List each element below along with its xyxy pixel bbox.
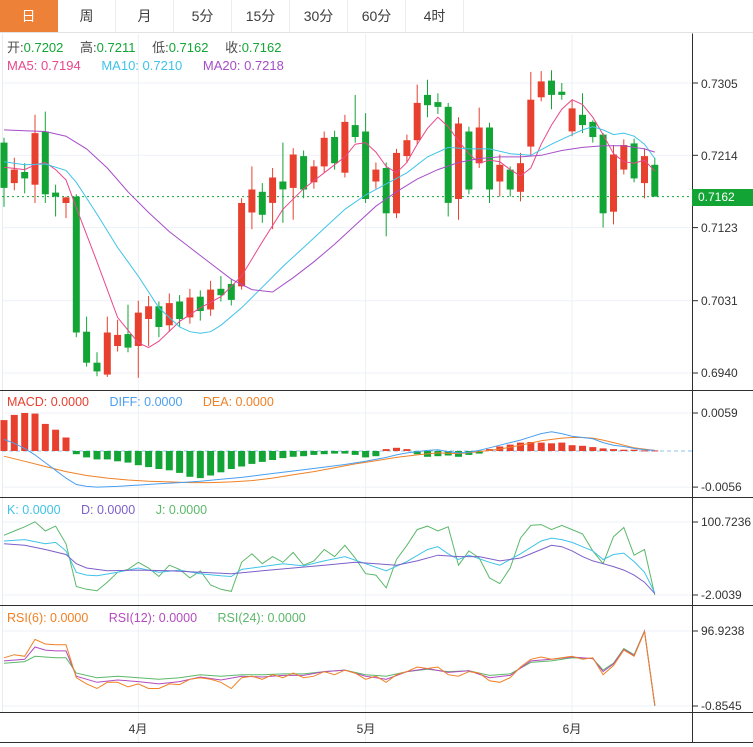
main-axis-tick-4: 0.6940 <box>701 366 738 380</box>
axes <box>0 33 753 743</box>
rsi24-value: RSI(24): 0.0000 <box>217 611 306 625</box>
diff-value: DIFF: 0.0000 <box>109 395 183 409</box>
rsi12-value: RSI(12): 0.0000 <box>108 611 198 625</box>
tab-day[interactable]: 日 <box>0 0 58 32</box>
low-value: 0.7162 <box>168 40 209 55</box>
gridlines <box>2 33 692 742</box>
x-axis-month-june: 6月 <box>562 722 582 736</box>
close-value: 0.7162 <box>241 40 282 55</box>
main-axis-tick-2: 0.7123 <box>701 221 738 235</box>
rsi6-line <box>3 629 656 706</box>
macd-axis-tick-0: 0.0059 <box>701 406 738 420</box>
ohlc-readout: 开:0.7202 高:0.7211 低:0.7162 收:0.7162 <box>7 40 294 56</box>
timeframe-tabbar: 日 周 月 5分 15分 30分 60分 4时 <box>0 0 753 33</box>
diff-line <box>3 431 655 488</box>
tab-week[interactable]: 周 <box>58 0 116 32</box>
ma20-value: MA20: 0.7218 <box>202 58 284 73</box>
main-axis-tick-1: 0.7214 <box>701 149 738 163</box>
kdj-axis-tick-1: -2.0039 <box>701 588 742 602</box>
dea-value: DEA: 0.0000 <box>202 395 274 409</box>
tab-5min[interactable]: 5分 <box>174 0 232 32</box>
ma10-line <box>3 126 656 334</box>
high-label: 高: <box>80 40 97 55</box>
open-label: 开: <box>7 40 24 55</box>
x-axis-month-may: 5月 <box>356 722 376 736</box>
j-value: J: 0.0000 <box>155 503 208 517</box>
open-value: 0.7202 <box>23 40 64 55</box>
current-price-badge: 0.7162 <box>692 189 753 206</box>
d-line <box>3 543 656 594</box>
rsi-readout: RSI(6): 0.0000 RSI(12): 0.0000 RSI(24): … <box>7 610 323 626</box>
j-line <box>3 521 656 596</box>
high-value: 0.7211 <box>96 40 136 55</box>
rsi6-value: RSI(6): 0.0000 <box>7 611 89 625</box>
close-label: 收: <box>225 40 242 55</box>
macd-histogram <box>0 413 659 479</box>
macd-readout: MACD: 0.0000 DIFF: 0.0000 DEA: 0.0000 <box>7 394 291 410</box>
k-value: K: 0.0000 <box>7 503 61 517</box>
ma-readout: MA5: 0.7194 MA10: 0.7210 MA20: 0.7218 <box>7 58 301 74</box>
d-value: D: 0.0000 <box>81 503 136 517</box>
ma20-line <box>3 129 655 293</box>
tab-60min[interactable]: 60分 <box>348 0 406 32</box>
rsi-axis-tick-0: 96.9238 <box>701 624 745 638</box>
ma5-value: MA5: 0.7194 <box>7 58 81 73</box>
tab-15min[interactable]: 15分 <box>232 0 290 32</box>
rsi-axis-tick-1: -0.8545 <box>701 699 742 713</box>
k-line <box>3 537 656 594</box>
low-label: 低: <box>152 40 169 55</box>
main-axis-tick-3: 0.7031 <box>701 294 738 308</box>
rsi12-line <box>3 629 656 706</box>
ma5-line <box>3 99 656 349</box>
tab-30min[interactable]: 30分 <box>290 0 348 32</box>
main-axis-tick-0: 0.7305 <box>701 77 738 91</box>
ma10-value: MA10: 0.7210 <box>101 58 183 73</box>
kdj-axis-tick-0: 100.7236 <box>701 515 752 529</box>
tab-4hour[interactable]: 4时 <box>406 0 464 32</box>
kdj-readout: K: 0.0000 D: 0.0000 J: 0.0000 <box>7 502 224 518</box>
macd-axis-tick-1: -0.0056 <box>701 480 742 494</box>
dea-line <box>3 437 655 484</box>
tab-month[interactable]: 月 <box>116 0 174 32</box>
x-axis-month-april: 4月 <box>128 722 148 736</box>
macd-value: MACD: 0.0000 <box>7 395 89 409</box>
rsi24-line <box>3 629 656 707</box>
